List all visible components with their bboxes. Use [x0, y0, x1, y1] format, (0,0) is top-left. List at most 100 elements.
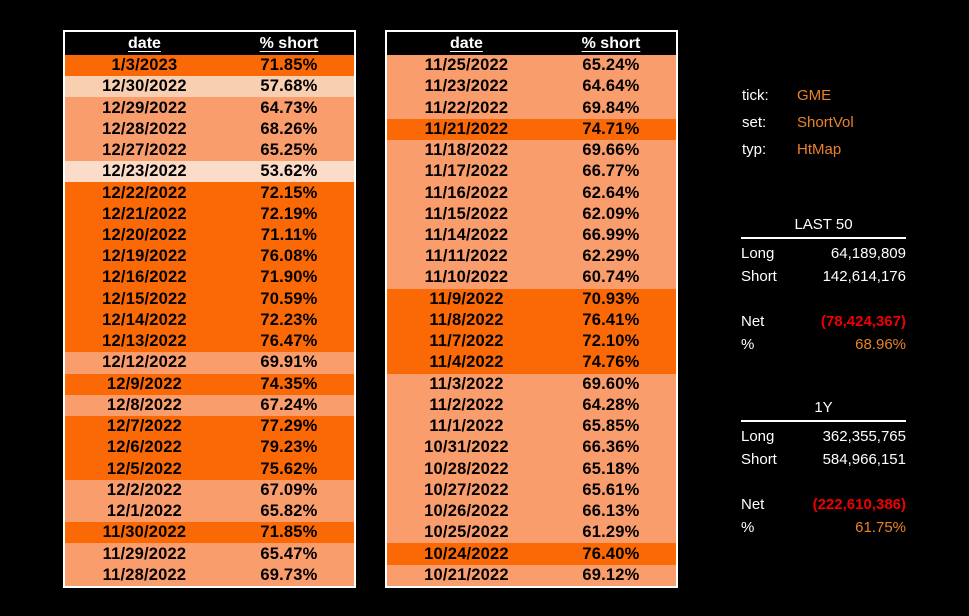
table-row[interactable]: 11/29/2022 65.47% [65, 543, 354, 565]
percent-short-cell[interactable]: 65.25% [260, 141, 318, 160]
date-cell[interactable]: 12/21/2022 [102, 204, 187, 223]
percent-short-cell[interactable]: 65.24% [582, 56, 640, 75]
date-cell[interactable]: 12/6/2022 [106, 438, 183, 457]
percent-short-cell[interactable]: 65.18% [582, 459, 640, 478]
percent-short-cell[interactable]: 76.08% [260, 247, 318, 266]
percent-short-cell[interactable]: 67.09% [260, 480, 318, 499]
table-row[interactable]: 10/21/2022 69.12% [387, 564, 676, 586]
table-row[interactable]: 10/24/2022 76.40% [387, 543, 676, 565]
date-cell[interactable]: 11/22/2022 [424, 98, 509, 117]
table-row[interactable]: 12/5/2022 75.62% [65, 458, 354, 480]
table-row[interactable]: 11/25/2022 65.24% [387, 55, 676, 77]
date-cell[interactable]: 11/15/2022 [424, 204, 509, 223]
percent-short-cell[interactable]: 75.62% [260, 459, 318, 478]
date-cell[interactable]: 12/28/2022 [102, 119, 187, 138]
date-cell[interactable]: 12/30/2022 [102, 77, 187, 96]
date-cell[interactable]: 12/15/2022 [102, 289, 187, 308]
percent-short-cell[interactable]: 69.84% [582, 98, 640, 117]
table-row[interactable]: 12/16/2022 71.90% [65, 267, 354, 289]
percent-short-cell[interactable]: 71.85% [260, 523, 318, 542]
date-cell[interactable]: 11/25/2022 [424, 56, 509, 75]
table-row[interactable]: 12/19/2022 76.08% [65, 246, 354, 268]
percent-short-cell[interactable]: 71.90% [260, 268, 318, 287]
table-row[interactable]: 11/14/2022 66.99% [387, 224, 676, 247]
date-cell[interactable]: 11/28/2022 [102, 565, 187, 584]
percent-short-cell[interactable]: 70.93% [582, 289, 640, 308]
date-cell[interactable]: 11/30/2022 [102, 523, 187, 542]
date-cell[interactable]: 11/4/2022 [429, 353, 504, 372]
date-cell[interactable]: 11/16/2022 [424, 183, 509, 202]
percent-short-cell[interactable]: 65.47% [260, 544, 318, 563]
percent-short-cell[interactable]: 64.28% [582, 395, 640, 414]
table-row[interactable]: 11/15/2022 62.09% [387, 203, 676, 225]
table-row[interactable]: 12/8/2022 67.24% [65, 394, 354, 416]
date-cell[interactable]: 11/23/2022 [424, 77, 509, 96]
date-cell[interactable]: 10/26/2022 [424, 502, 509, 521]
date-cell[interactable]: 12/13/2022 [102, 332, 187, 351]
percent-short-cell[interactable]: 61.29% [582, 523, 640, 542]
table-row[interactable]: 11/8/2022 76.41% [387, 309, 676, 332]
date-cell[interactable]: 11/21/2022 [424, 119, 509, 138]
table-row[interactable]: 11/10/2022 60.74% [387, 267, 676, 289]
percent-short-cell[interactable]: 74.35% [260, 374, 318, 393]
percent-short-cell[interactable]: 71.11% [260, 225, 318, 244]
date-cell[interactable]: 12/14/2022 [102, 310, 187, 329]
percent-short-cell[interactable]: 79.23% [260, 438, 318, 457]
table-row[interactable]: 12/6/2022 79.23% [65, 437, 354, 459]
table-row[interactable]: 12/20/2022 71.11% [65, 224, 354, 247]
date-cell[interactable]: 11/10/2022 [424, 268, 509, 287]
date-cell[interactable]: 12/29/2022 [102, 98, 187, 117]
percent-short-cell[interactable]: 62.29% [582, 247, 640, 266]
date-cell[interactable]: 11/3/2022 [429, 374, 504, 393]
percent-short-cell[interactable]: 66.99% [582, 225, 640, 244]
table-row[interactable]: 10/28/2022 65.18% [387, 458, 676, 480]
percent-short-cell[interactable]: 65.85% [582, 417, 640, 436]
date-cell[interactable]: 12/7/2022 [106, 417, 183, 436]
percent-short-cell[interactable]: 62.09% [582, 204, 640, 223]
table-row[interactable]: 11/28/2022 69.73% [65, 564, 354, 586]
percent-short-cell[interactable]: 66.13% [582, 502, 640, 521]
percent-short-cell[interactable]: 76.47% [260, 332, 318, 351]
table-row[interactable]: 11/22/2022 69.84% [387, 97, 676, 119]
date-cell[interactable]: 12/1/2022 [106, 502, 183, 521]
table-row[interactable]: 12/21/2022 72.19% [65, 203, 354, 225]
table-row[interactable]: 11/30/2022 71.85% [65, 522, 354, 544]
percent-short-cell[interactable]: 64.64% [582, 77, 640, 96]
percent-short-cell[interactable]: 77.29% [260, 417, 318, 436]
table-row[interactable]: 12/30/2022 57.68% [65, 76, 354, 98]
percent-short-cell[interactable]: 70.59% [260, 289, 318, 308]
table-row[interactable]: 12/12/2022 69.91% [65, 352, 354, 374]
date-cell[interactable]: 10/31/2022 [424, 438, 509, 457]
date-cell[interactable]: 10/21/2022 [424, 565, 509, 584]
percent-short-cell[interactable]: 53.62% [260, 162, 318, 181]
percent-short-cell[interactable]: 72.19% [260, 204, 318, 223]
table-row[interactable]: 11/1/2022 65.85% [387, 415, 676, 438]
table-row[interactable]: 12/28/2022 68.26% [65, 118, 354, 140]
percent-short-cell[interactable]: 62.64% [582, 183, 640, 202]
table-row[interactable]: 12/23/2022 53.62% [65, 161, 354, 183]
date-cell[interactable]: 12/8/2022 [106, 395, 183, 414]
date-cell[interactable]: 12/9/2022 [106, 374, 183, 393]
percent-short-cell[interactable]: 66.36% [582, 438, 640, 457]
percent-short-cell[interactable]: 69.73% [260, 565, 318, 584]
table-row[interactable]: 12/9/2022 74.35% [65, 373, 354, 395]
percent-short-cell[interactable]: 76.41% [582, 310, 640, 329]
percent-short-cell[interactable]: 76.40% [582, 544, 640, 563]
date-cell[interactable]: 10/24/2022 [424, 544, 509, 563]
table-row[interactable]: 11/17/2022 66.77% [387, 161, 676, 183]
table-row[interactable]: 12/27/2022 65.25% [65, 139, 354, 162]
date-cell[interactable]: 10/25/2022 [424, 523, 509, 542]
table-row[interactable]: 11/16/2022 62.64% [387, 182, 676, 204]
date-cell[interactable]: 10/28/2022 [424, 459, 509, 478]
date-cell[interactable]: 11/29/2022 [102, 544, 187, 563]
date-cell[interactable]: 12/20/2022 [102, 225, 187, 244]
table-row[interactable]: 12/14/2022 72.23% [65, 309, 354, 332]
table-row[interactable]: 11/11/2022 62.29% [387, 246, 676, 268]
table-row[interactable]: 11/23/2022 64.64% [387, 76, 676, 98]
percent-short-cell[interactable]: 60.74% [582, 268, 640, 287]
percent-short-cell[interactable]: 74.76% [582, 353, 640, 372]
table-row[interactable]: 11/4/2022 74.76% [387, 352, 676, 374]
date-cell[interactable]: 11/1/2022 [429, 417, 504, 436]
table-row[interactable]: 12/22/2022 72.15% [65, 182, 354, 204]
date-cell[interactable]: 12/19/2022 [102, 247, 187, 266]
